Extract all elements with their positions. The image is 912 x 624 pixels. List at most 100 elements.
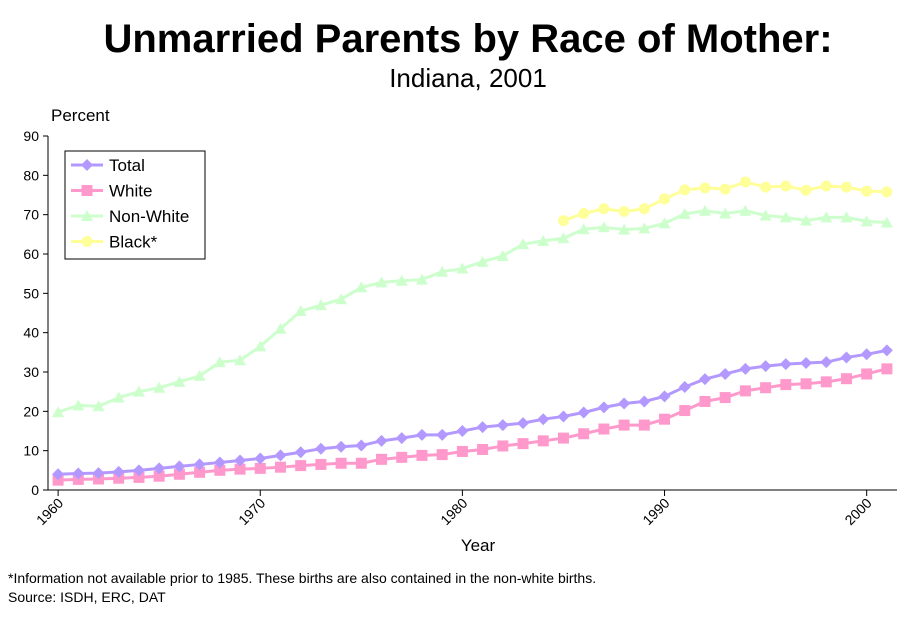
marker [578, 428, 590, 440]
marker [638, 419, 650, 431]
marker [618, 419, 630, 431]
marker [780, 379, 792, 391]
marker [193, 458, 206, 471]
marker [113, 472, 125, 484]
marker [840, 181, 852, 193]
marker [496, 249, 509, 261]
marker [112, 391, 125, 403]
marker [234, 454, 247, 467]
marker [537, 235, 550, 247]
y-tick-label: 80 [23, 167, 39, 183]
marker [81, 210, 93, 221]
legend-label: Black* [109, 233, 158, 252]
y-tick-label: 40 [23, 325, 39, 341]
marker [456, 425, 469, 437]
marker [557, 410, 570, 423]
marker [638, 203, 650, 215]
marker [659, 413, 671, 425]
marker [861, 368, 873, 380]
marker [679, 405, 691, 417]
marker [618, 397, 631, 410]
marker [81, 185, 93, 196]
marker [395, 274, 408, 286]
marker [557, 232, 570, 244]
marker [820, 356, 833, 369]
marker [780, 180, 792, 192]
y-tick-label: 0 [31, 482, 39, 498]
x-axis-label: Year [461, 536, 496, 555]
marker [800, 184, 812, 196]
marker [355, 457, 367, 469]
marker [72, 467, 85, 480]
y-tick-label: 70 [23, 207, 39, 223]
marker [820, 211, 833, 223]
marker [376, 453, 388, 465]
marker [860, 215, 873, 227]
marker [375, 276, 388, 288]
marker [415, 273, 428, 285]
marker [52, 406, 65, 418]
footnote: Source: ISDH, ERC, DAT [8, 589, 166, 605]
marker [295, 460, 307, 472]
marker [355, 439, 368, 452]
marker [840, 373, 852, 385]
marker [517, 417, 530, 430]
marker [678, 207, 691, 219]
marker [173, 468, 185, 480]
marker [132, 385, 145, 397]
marker [577, 406, 590, 419]
marker [800, 378, 812, 390]
marker [618, 223, 631, 235]
marker [415, 428, 428, 441]
marker [194, 466, 206, 478]
marker [719, 183, 731, 195]
marker [557, 215, 569, 227]
marker [456, 445, 468, 457]
marker [436, 265, 449, 277]
marker [335, 457, 347, 469]
marker [719, 392, 731, 404]
marker [234, 463, 246, 475]
marker [193, 369, 206, 381]
marker [315, 458, 327, 470]
marker [577, 223, 590, 235]
marker [254, 462, 266, 474]
marker [638, 222, 651, 234]
y-tick-label: 60 [23, 246, 39, 262]
marker [153, 470, 165, 482]
marker [820, 376, 832, 388]
marker [153, 462, 166, 475]
marker [881, 186, 893, 198]
marker [335, 440, 348, 453]
marker [537, 435, 549, 447]
marker [678, 380, 691, 393]
marker [597, 401, 610, 414]
marker [699, 182, 711, 194]
marker [658, 390, 671, 403]
marker [476, 421, 489, 434]
marker [436, 428, 449, 441]
x-tick-label: 1990 [639, 495, 672, 528]
marker [294, 446, 307, 459]
marker [375, 434, 388, 447]
marker [81, 236, 93, 247]
marker [699, 396, 711, 407]
marker [658, 217, 671, 229]
y-tick-label: 90 [23, 128, 39, 144]
marker [234, 354, 247, 366]
marker [800, 356, 813, 369]
marker [880, 344, 893, 357]
marker [436, 449, 448, 461]
marker [153, 381, 166, 393]
marker [820, 180, 832, 192]
marker [598, 203, 610, 215]
marker [739, 385, 751, 397]
marker [133, 471, 145, 483]
marker [779, 211, 792, 223]
marker [477, 443, 489, 455]
chart-subtitle: Indiana, 2001 [389, 63, 547, 93]
y-tick-label: 30 [23, 364, 39, 380]
marker [92, 467, 105, 480]
marker [719, 367, 732, 380]
